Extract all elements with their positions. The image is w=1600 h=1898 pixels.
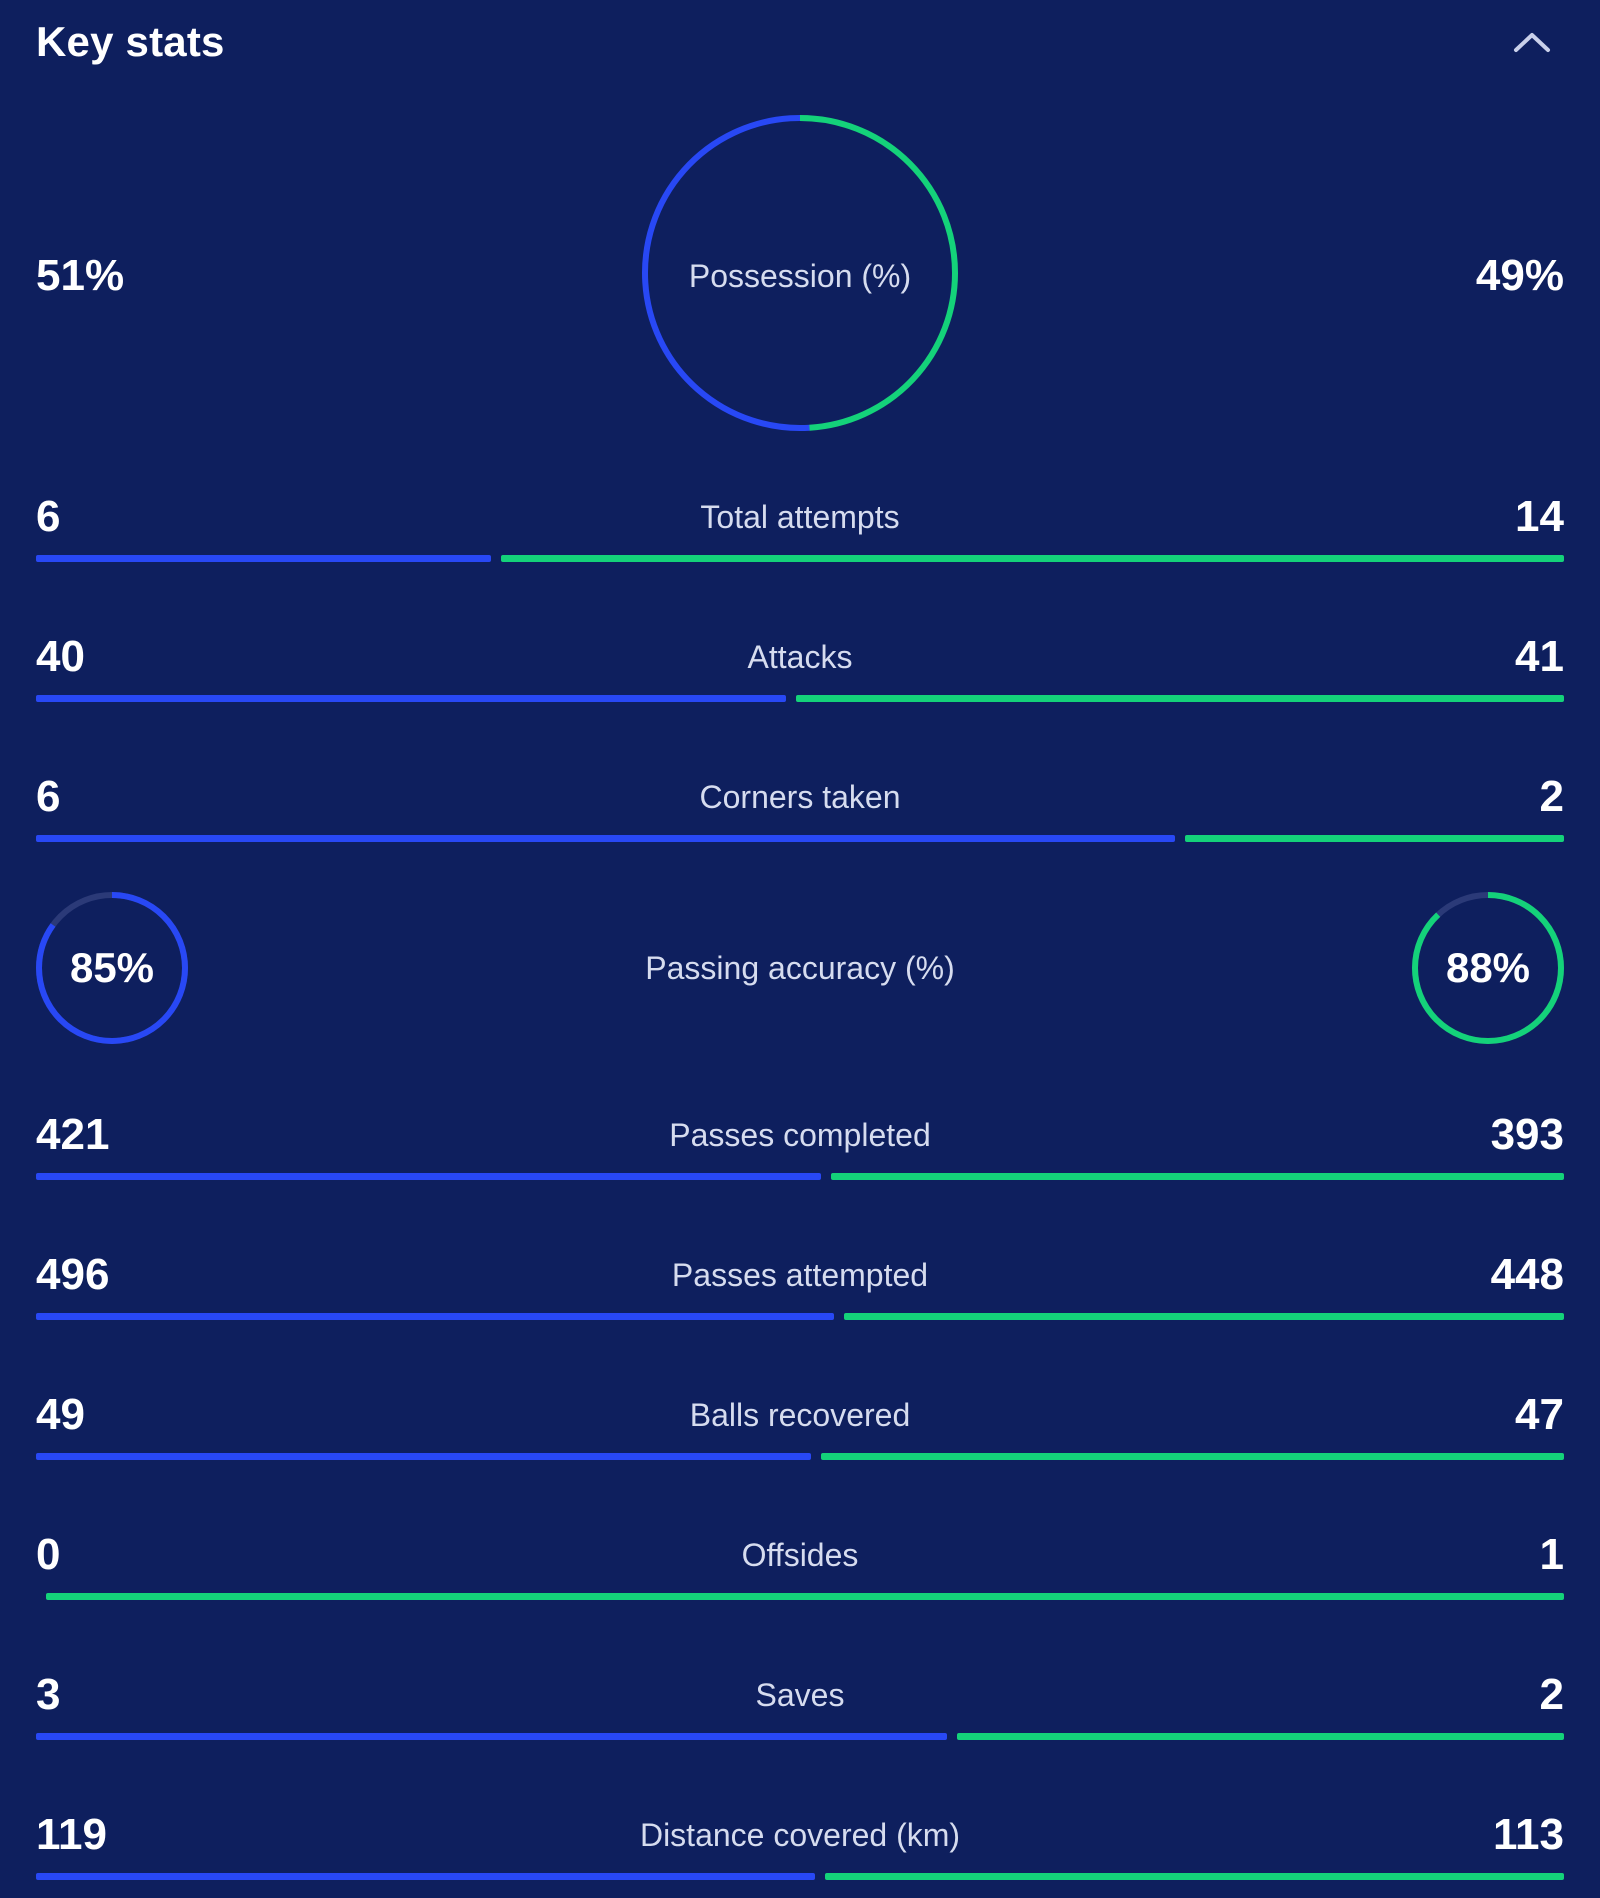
passing-accuracy-label: Passing accuracy (%)	[645, 950, 955, 986]
stat-bar-left	[36, 1313, 834, 1320]
stat-bar-left	[36, 1733, 947, 1740]
stat-bar-left	[36, 835, 1175, 842]
stat-bar-right	[831, 1173, 1564, 1180]
stat-label: Total attempts	[700, 499, 900, 535]
stat-right-value: 2	[1539, 772, 1564, 821]
passing-accuracy-left-ring: 85%	[34, 890, 190, 1046]
passing-accuracy-right-ring: 88%	[1410, 890, 1566, 1046]
stat-right-value: 393	[1490, 1110, 1564, 1159]
stat-bar-right	[956, 1733, 1564, 1740]
passing-accuracy-right-arc	[1412, 892, 1564, 1044]
passing-accuracy-right-value: 88%	[1445, 944, 1531, 991]
section-title: Key stats	[36, 18, 225, 65]
stat-bar-right	[501, 555, 1564, 562]
stat-row: 3 Saves 2	[0, 1665, 1600, 1785]
possession-left-value: 51%	[36, 251, 125, 300]
stat-left-value: 119	[36, 1810, 107, 1859]
stat-row: 0 Offsides 1	[0, 1525, 1600, 1645]
possession-label: Possession (%)	[688, 258, 912, 294]
stat-left-value: 49	[36, 1390, 85, 1439]
stat-bar-left	[36, 1173, 822, 1180]
stat-label: Attacks	[747, 639, 853, 675]
passing-accuracy-row: 85% Passing accuracy (%) 88%	[0, 890, 1600, 1050]
stat-right-value: 113	[1493, 1810, 1564, 1859]
stat-row: 49 Balls recovered 47	[0, 1385, 1600, 1505]
stat-bar-right	[824, 1873, 1564, 1880]
stat-bar-right	[1184, 835, 1564, 842]
stat-right-value: 2	[1539, 1670, 1564, 1719]
possession-arc-right	[642, 115, 958, 431]
possession-ring	[642, 115, 958, 431]
stat-right-value: 47	[1515, 1390, 1564, 1439]
chevron-up-icon[interactable]	[1506, 20, 1558, 64]
stat-right-value: 14	[1515, 492, 1564, 541]
stat-left-value: 6	[36, 492, 61, 541]
stat-bar-right	[820, 1453, 1564, 1460]
stat-left-value: 3	[36, 1670, 61, 1719]
stat-bar-right	[843, 1313, 1564, 1320]
stat-label: Offsides	[741, 1537, 859, 1573]
stat-bar-left	[36, 1873, 815, 1880]
stat-left-value: 421	[36, 1110, 110, 1159]
stat-left-value: 0	[36, 1530, 61, 1579]
possession-right-value: 49%	[1475, 251, 1564, 300]
stat-right-value: 41	[1515, 632, 1564, 681]
stat-left-value: 40	[36, 632, 85, 681]
stat-left-value: 6	[36, 772, 61, 821]
stat-label: Corners taken	[699, 779, 901, 815]
stat-label: Balls recovered	[689, 1397, 911, 1433]
stat-bar-left	[36, 555, 492, 562]
stat-row: 40 Attacks 41	[0, 627, 1600, 747]
passing-accuracy-left-arc	[36, 892, 188, 1044]
stat-row: 496 Passes attempted 448	[0, 1245, 1600, 1365]
stat-bar-left	[36, 695, 786, 702]
stat-right-value: 1	[1539, 1530, 1564, 1579]
stat-label: Passes completed	[669, 1117, 931, 1153]
stat-left-value: 496	[36, 1250, 110, 1299]
stat-row: 421 Passes completed 393	[0, 1105, 1600, 1225]
stat-bar-right	[795, 695, 1564, 702]
stat-row: 6 Total attempts 14	[0, 487, 1600, 607]
passing-accuracy-left-value: 85%	[69, 944, 155, 991]
stat-label: Saves	[755, 1677, 845, 1713]
stat-row: 119 Distance covered (km) 113	[0, 1805, 1600, 1898]
stat-label: Passes attempted	[671, 1257, 929, 1293]
stat-bar-left	[36, 1453, 811, 1460]
stat-bar-right	[46, 1593, 1564, 1600]
stat-row: 6 Corners taken 2	[0, 767, 1600, 887]
stat-right-value: 448	[1490, 1250, 1564, 1299]
stat-label: Distance covered (km)	[639, 1817, 961, 1853]
